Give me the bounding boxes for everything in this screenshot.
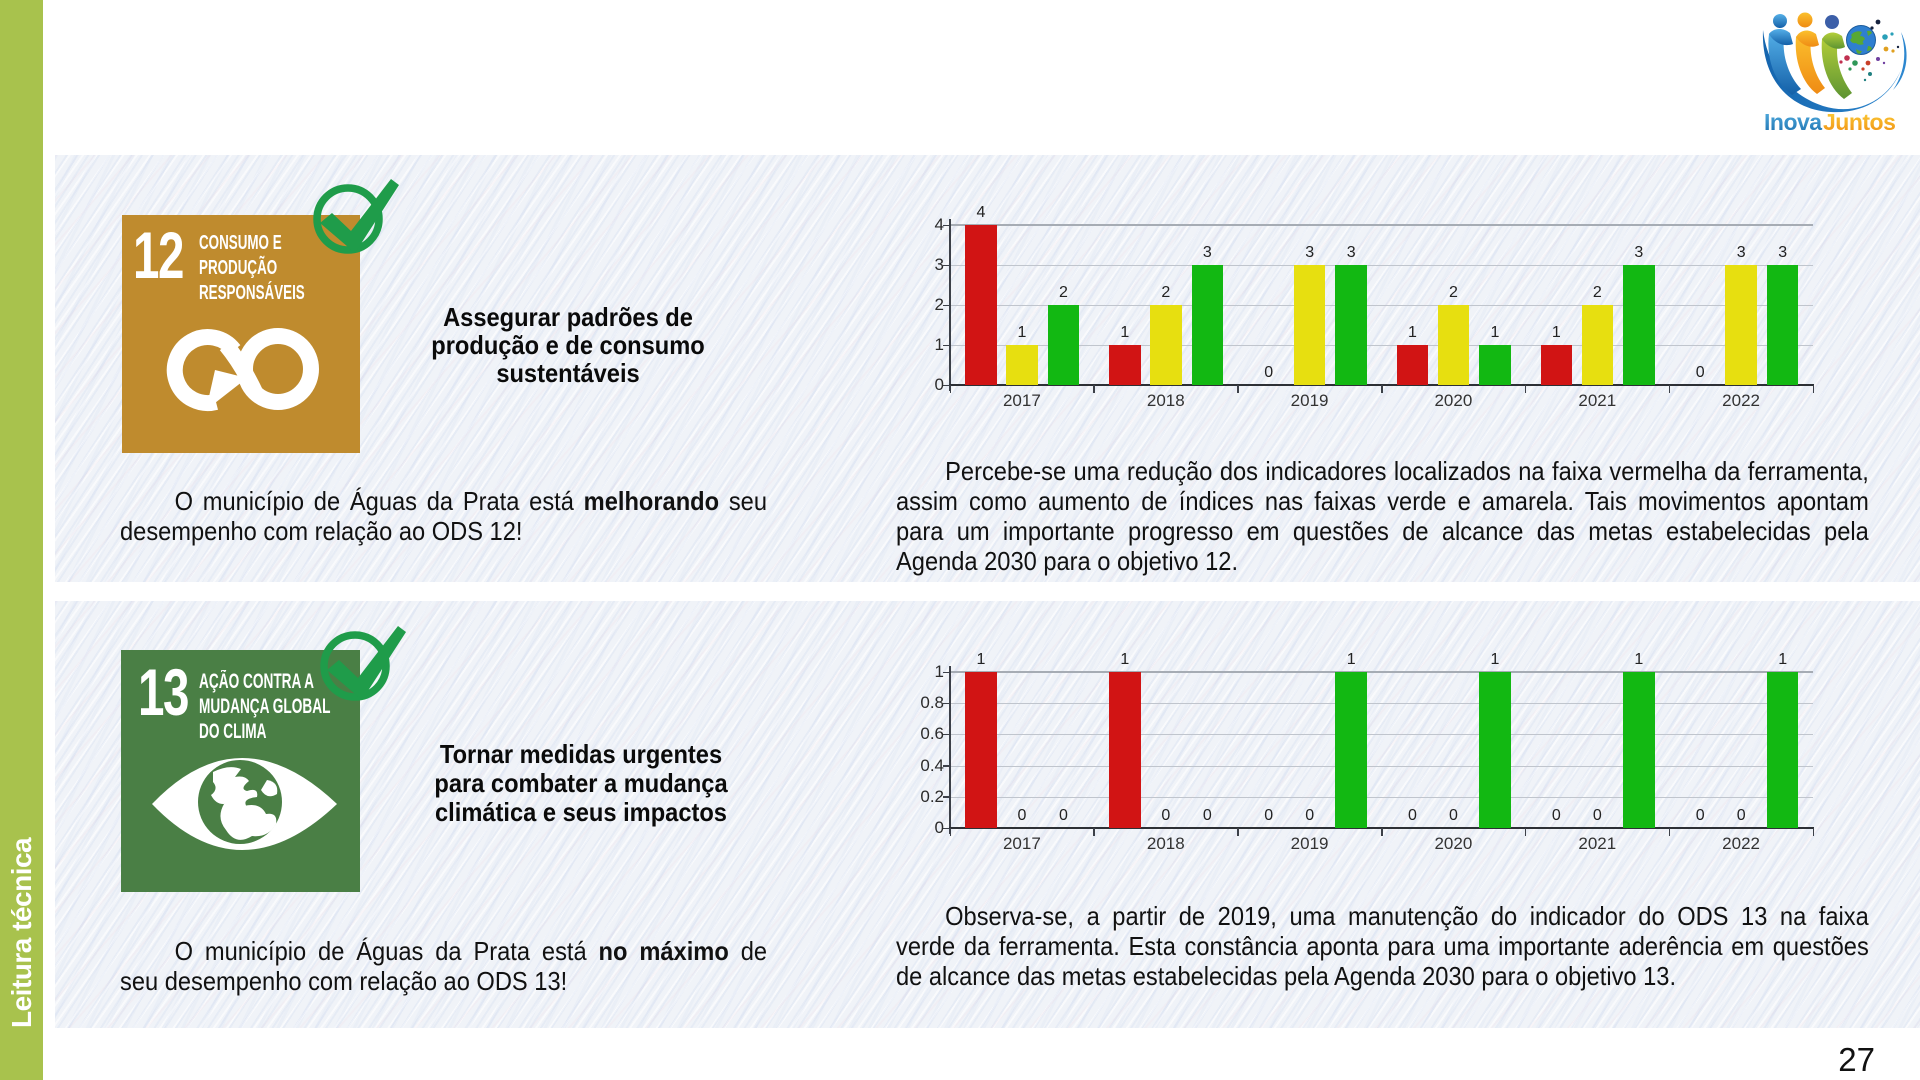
svg-text:Juntos: Juntos [1823,109,1895,135]
svg-text:Inova: Inova [1764,109,1822,135]
